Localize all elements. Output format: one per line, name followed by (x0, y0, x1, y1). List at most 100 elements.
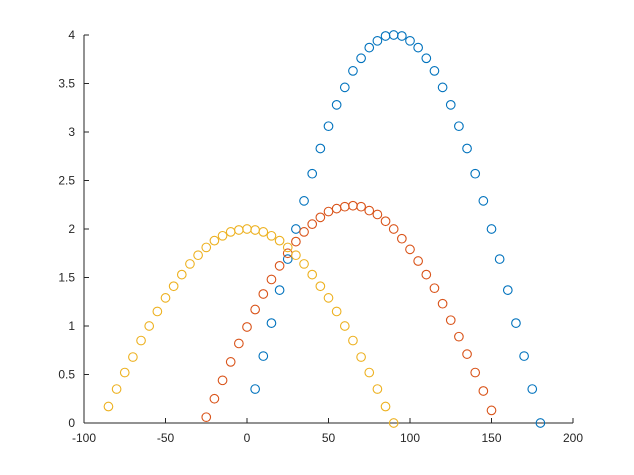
data-point (250, 384, 260, 394)
data-point (388, 418, 399, 428)
x-tick-label: -50 (157, 431, 175, 445)
series-2 (201, 200, 497, 423)
data-point (478, 196, 489, 206)
data-point (315, 281, 326, 292)
data-point (209, 235, 220, 246)
data-point (486, 405, 497, 416)
data-point (323, 121, 334, 132)
data-point (234, 225, 244, 235)
data-point (364, 42, 375, 53)
y-tick-label: 0 (68, 416, 75, 430)
data-point (364, 367, 375, 378)
data-point (217, 375, 228, 386)
data-point (307, 269, 318, 280)
y-tick-label: 0.5 (58, 368, 75, 382)
data-point (299, 259, 309, 269)
data-point (405, 35, 415, 46)
data-point (291, 236, 301, 247)
data-point (397, 31, 407, 41)
data-point (470, 367, 481, 378)
data-point (348, 335, 358, 346)
data-point (454, 121, 464, 132)
data-point (119, 367, 130, 378)
x-ticks: -100 -50 0 50 100 150 200 (72, 418, 583, 445)
data-point (291, 250, 301, 261)
data-point (421, 53, 432, 64)
y-tick-label: 3 (68, 125, 75, 139)
data-point (356, 352, 366, 362)
data-point (421, 269, 432, 280)
data-point (144, 321, 155, 331)
data-point (111, 384, 122, 394)
x-tick-label: 0 (244, 431, 251, 445)
data-point (470, 168, 481, 179)
data-point (201, 242, 212, 253)
data-point (413, 256, 424, 266)
series-1 (250, 30, 546, 428)
data-point (339, 82, 350, 93)
data-point (535, 418, 546, 428)
y-tick-label: 1 (68, 319, 75, 333)
data-point (307, 168, 318, 179)
data-point (356, 53, 366, 64)
data-point (258, 351, 269, 361)
data-point (160, 293, 171, 303)
data-point (242, 322, 252, 332)
data-point (331, 99, 342, 110)
data-point (445, 99, 456, 110)
data-point (274, 261, 285, 271)
data-point (299, 227, 309, 237)
data-point (348, 200, 358, 211)
data-point (307, 219, 318, 229)
data-point (494, 254, 505, 264)
data-point (339, 321, 350, 331)
data-point (136, 335, 146, 346)
data-markers (103, 30, 546, 428)
data-point (429, 66, 440, 76)
data-point (266, 274, 277, 285)
data-point (388, 30, 399, 40)
data-point (209, 393, 220, 404)
data-point (372, 384, 383, 394)
data-point (348, 66, 358, 76)
data-point (413, 42, 424, 53)
y-tick-label: 3.5 (58, 77, 75, 91)
data-point (380, 401, 391, 412)
data-point (225, 357, 236, 367)
data-point (266, 318, 277, 328)
data-point (339, 201, 350, 212)
series-3 (103, 224, 399, 428)
data-point (242, 224, 252, 234)
data-point (511, 318, 521, 328)
data-point (274, 285, 285, 295)
data-point (299, 196, 309, 206)
data-point (315, 143, 326, 154)
data-point (274, 235, 285, 246)
data-point (478, 386, 489, 396)
data-point (445, 315, 456, 326)
data-point (258, 289, 269, 299)
data-point (185, 259, 195, 269)
data-point (282, 242, 293, 253)
plot-area: -100 -50 0 50 100 150 200 0 0.5 1 1.5 2 2.5 3 3.5 4 (58, 28, 583, 445)
data-point (225, 227, 236, 237)
data-point (519, 351, 529, 361)
data-point (364, 205, 375, 216)
x-tick-label: 50 (322, 431, 336, 445)
data-point (152, 306, 163, 317)
x-tick-label: -100 (72, 431, 96, 445)
data-point (315, 212, 326, 223)
data-point (462, 349, 472, 359)
y-ticks: 0 0.5 1 1.5 2 2.5 3 3.5 4 (58, 28, 89, 430)
data-point (380, 216, 391, 227)
data-point (201, 412, 212, 423)
x-tick-label: 200 (563, 431, 583, 445)
data-point (266, 230, 277, 241)
data-point (128, 352, 138, 362)
data-point (282, 254, 293, 264)
data-point (429, 283, 440, 294)
data-point (323, 206, 334, 217)
y-tick-label: 2.5 (58, 174, 75, 188)
x-tick-label: 100 (400, 431, 420, 445)
